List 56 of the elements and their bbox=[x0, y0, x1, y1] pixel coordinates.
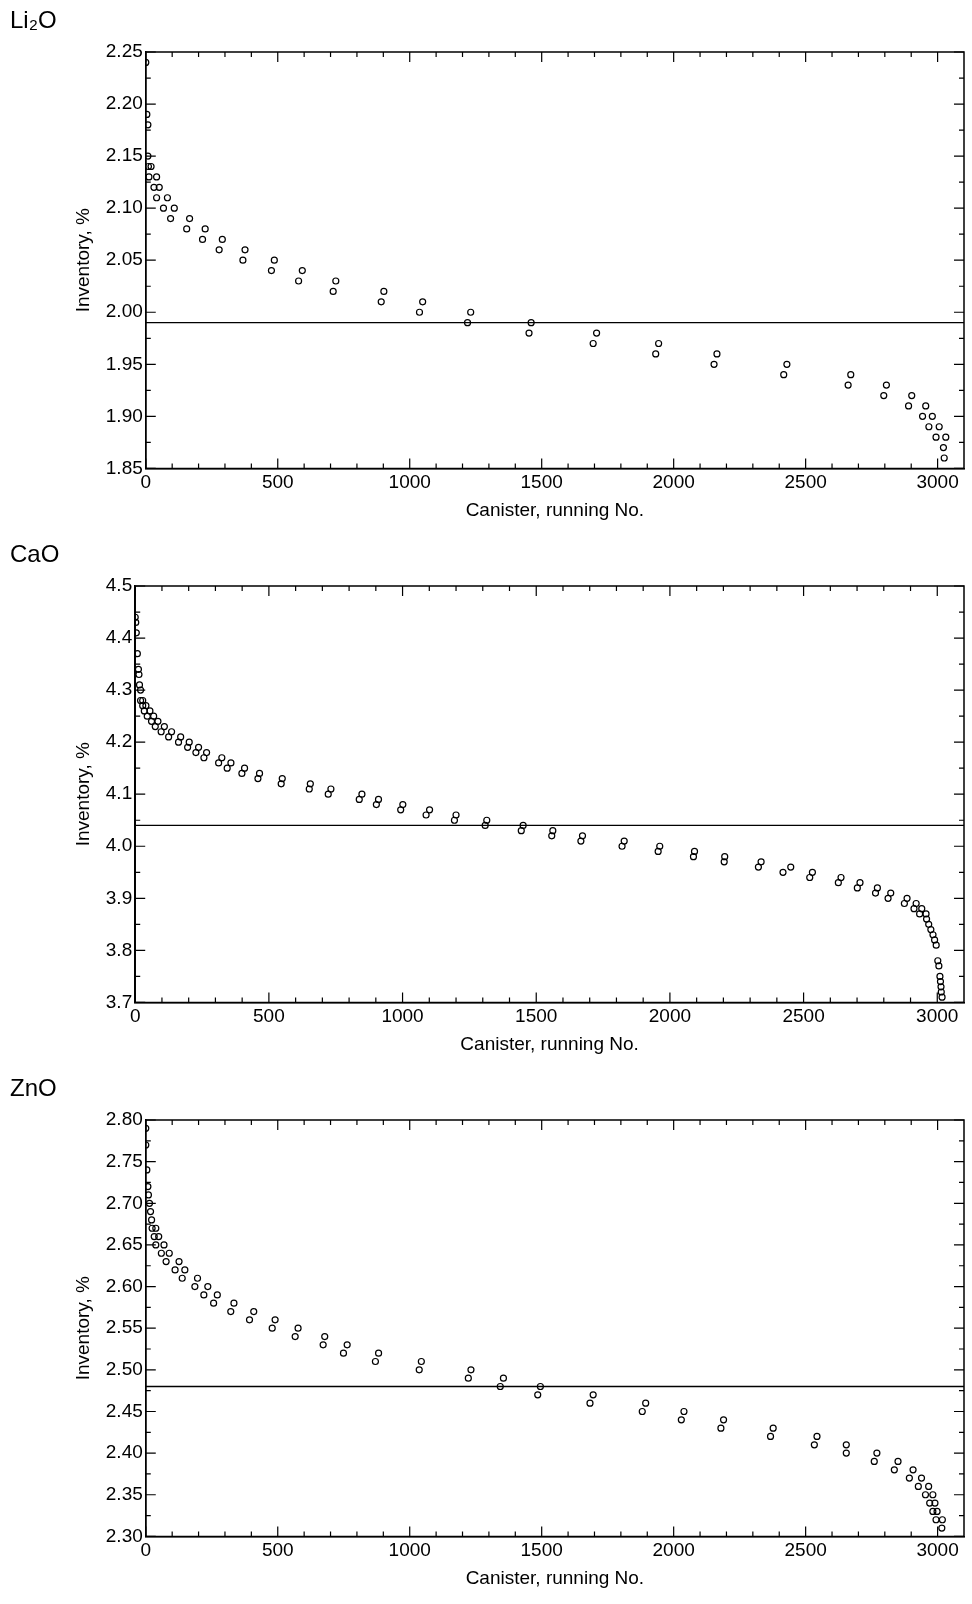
x-tick-label: 500 bbox=[261, 471, 294, 493]
y-tick-label: 2.05 bbox=[105, 248, 143, 270]
y-tick-label: 2.40 bbox=[105, 1441, 143, 1463]
y-axis-title: Inventory, % bbox=[71, 742, 93, 847]
y-tick-label: 1.95 bbox=[105, 352, 143, 374]
y-axis-title: Inventory, % bbox=[71, 208, 93, 313]
y-tick-label: 2.55 bbox=[105, 1316, 143, 1338]
x-tick-label: 0 bbox=[129, 1005, 141, 1027]
y-tick-label: 1.85 bbox=[105, 456, 143, 478]
x-tick-label: 1500 bbox=[515, 1005, 558, 1027]
x-tick-label: 500 bbox=[261, 1539, 294, 1561]
x-tick-label: 500 bbox=[253, 1005, 285, 1027]
y-tick-label: 2.60 bbox=[105, 1274, 143, 1296]
x-tick-label: 2000 bbox=[652, 471, 695, 493]
y-tick-label: 2.50 bbox=[105, 1358, 143, 1380]
y-tick-label: 2.80 bbox=[105, 1108, 143, 1130]
y-tick-label: 3.9 bbox=[105, 886, 133, 908]
x-tick-label: 2000 bbox=[648, 1005, 692, 1027]
y-tick-label: 2.25 bbox=[105, 40, 143, 62]
x-tick-label: 1500 bbox=[520, 1539, 563, 1561]
y-tick-label: 2.15 bbox=[105, 144, 143, 166]
y-tick-label: 2.70 bbox=[105, 1191, 143, 1213]
x-tick-label: 3000 bbox=[916, 1005, 959, 1027]
y-tick-label: 2.30 bbox=[105, 1524, 143, 1546]
x-tick-label: 1000 bbox=[388, 1539, 431, 1561]
x-tick-label: 2500 bbox=[782, 1005, 825, 1027]
y-axis-title: Inventory, % bbox=[71, 1276, 93, 1381]
x-tick-label: 3000 bbox=[916, 1539, 959, 1561]
y-tick-label: 2.65 bbox=[105, 1233, 143, 1255]
y-tick-label: 4.3 bbox=[105, 678, 133, 700]
x-tick-label: 2500 bbox=[784, 471, 827, 493]
y-tick-label: 2.00 bbox=[105, 300, 143, 322]
y-tick-label: 1.90 bbox=[105, 404, 143, 426]
y-tick-label: 2.10 bbox=[105, 196, 143, 218]
y-tick-label: 2.20 bbox=[105, 92, 143, 114]
y-tick-label: 2.35 bbox=[105, 1482, 143, 1504]
y-tick-label: 4.0 bbox=[105, 834, 133, 856]
y-tick-label: 2.75 bbox=[105, 1149, 143, 1171]
x-axis-title: Canister, running No. bbox=[465, 498, 645, 520]
x-axis-title: Canister, running No. bbox=[465, 1566, 645, 1588]
y-tick-label: 4.4 bbox=[105, 626, 133, 648]
x-tick-label: 1000 bbox=[381, 1005, 424, 1027]
y-tick-label: 4.5 bbox=[105, 574, 133, 596]
x-tick-label: 3000 bbox=[916, 471, 959, 493]
x-tick-label: 1000 bbox=[388, 471, 431, 493]
x-tick-label: 1500 bbox=[520, 471, 563, 493]
chart-title: ZnO bbox=[10, 1074, 57, 1102]
chart-title: CaO bbox=[10, 540, 60, 568]
y-tick-label: 4.1 bbox=[105, 782, 133, 804]
x-axis-title: Canister, running No. bbox=[460, 1032, 639, 1054]
chart-title: Li₂O bbox=[10, 6, 57, 34]
y-tick-label: 2.45 bbox=[105, 1399, 143, 1421]
x-tick-label: 2500 bbox=[784, 1539, 827, 1561]
x-tick-label: 2000 bbox=[652, 1539, 695, 1561]
y-tick-label: 4.2 bbox=[105, 730, 133, 752]
y-tick-label: 3.8 bbox=[105, 938, 133, 960]
